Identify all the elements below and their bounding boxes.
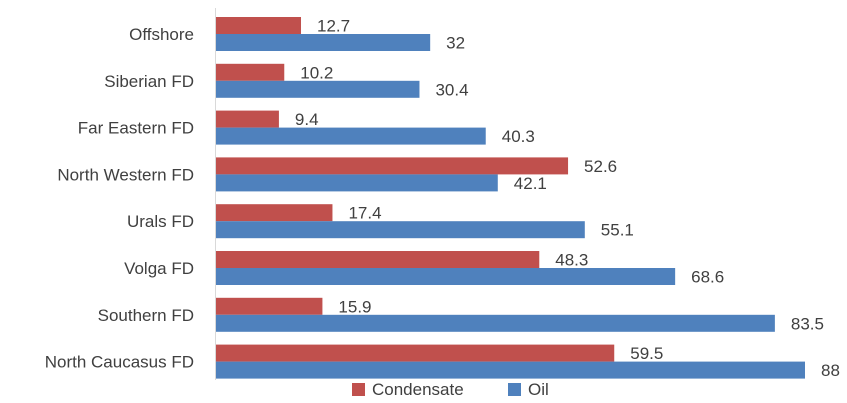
value-label-condensate-north-western-fd: 52.6 xyxy=(584,157,617,176)
bar-oil-north-caucasus-fd xyxy=(216,361,805,379)
value-label-condensate-far-eastern-fd: 9.4 xyxy=(295,110,319,129)
bars-group xyxy=(216,17,805,379)
value-label-oil-offshore: 32 xyxy=(446,34,465,53)
category-label-far-eastern-fd: Far Eastern FD xyxy=(78,119,194,138)
bar-condensate-offshore xyxy=(216,17,302,34)
bar-oil-far-eastern-fd xyxy=(216,127,486,145)
bar-condensate-north-western-fd xyxy=(216,157,569,175)
category-label-north-western-fd: North Western FD xyxy=(57,165,194,184)
category-label-urals-fd: Urals FD xyxy=(127,212,194,231)
labels-group: Offshore 12.7 32 Siberian FD 10.2 30.4 Far Eas… xyxy=(45,17,840,381)
bar-oil-southern-fd xyxy=(216,314,775,332)
value-label-condensate-urals-fd: 17.4 xyxy=(348,204,381,223)
category-label-siberian-fd: Siberian FD xyxy=(104,72,194,91)
bar-oil-urals-fd xyxy=(216,221,585,239)
bar-oil-north-western-fd xyxy=(216,174,498,192)
category-label-southern-fd: Southern FD xyxy=(98,306,194,325)
legend-swatch-oil xyxy=(508,383,521,396)
value-label-oil-north-western-fd: 42.1 xyxy=(514,174,547,193)
legend: Condensate Oil xyxy=(352,380,549,399)
value-label-condensate-siberian-fd: 10.2 xyxy=(300,63,333,82)
value-label-oil-urals-fd: 55.1 xyxy=(601,221,634,240)
category-label-volga-fd: Volga FD xyxy=(124,259,194,278)
bar-oil-offshore xyxy=(216,34,431,51)
bar-oil-volga-fd xyxy=(216,268,676,285)
value-label-condensate-offshore: 12.7 xyxy=(317,17,350,36)
category-label-north-caucasus-fd: North Caucasus FD xyxy=(45,353,194,372)
legend-label-condensate: Condensate xyxy=(372,380,464,399)
bar-oil-siberian-fd xyxy=(216,80,420,98)
value-label-oil-far-eastern-fd: 40.3 xyxy=(502,127,535,146)
bar-condensate-siberian-fd xyxy=(216,63,285,81)
category-label-offshore: Offshore xyxy=(129,25,194,44)
bar-condensate-north-caucasus-fd xyxy=(216,344,615,362)
value-label-condensate-volga-fd: 48.3 xyxy=(555,251,588,270)
value-label-oil-volga-fd: 68.6 xyxy=(691,268,724,287)
legend-swatch-condensate xyxy=(352,383,365,396)
value-label-oil-siberian-fd: 30.4 xyxy=(435,80,468,99)
value-label-oil-southern-fd: 83.5 xyxy=(791,314,824,333)
legend-label-oil: Oil xyxy=(528,380,549,399)
bar-condensate-urals-fd xyxy=(216,204,333,222)
bar-condensate-southern-fd xyxy=(216,297,323,315)
bar-condensate-volga-fd xyxy=(216,251,540,268)
value-label-condensate-north-caucasus-fd: 59.5 xyxy=(630,344,663,363)
value-label-oil-north-caucasus-fd: 88 xyxy=(821,361,840,380)
bar-condensate-far-eastern-fd xyxy=(216,110,279,128)
value-label-condensate-southern-fd: 15.9 xyxy=(338,297,371,316)
